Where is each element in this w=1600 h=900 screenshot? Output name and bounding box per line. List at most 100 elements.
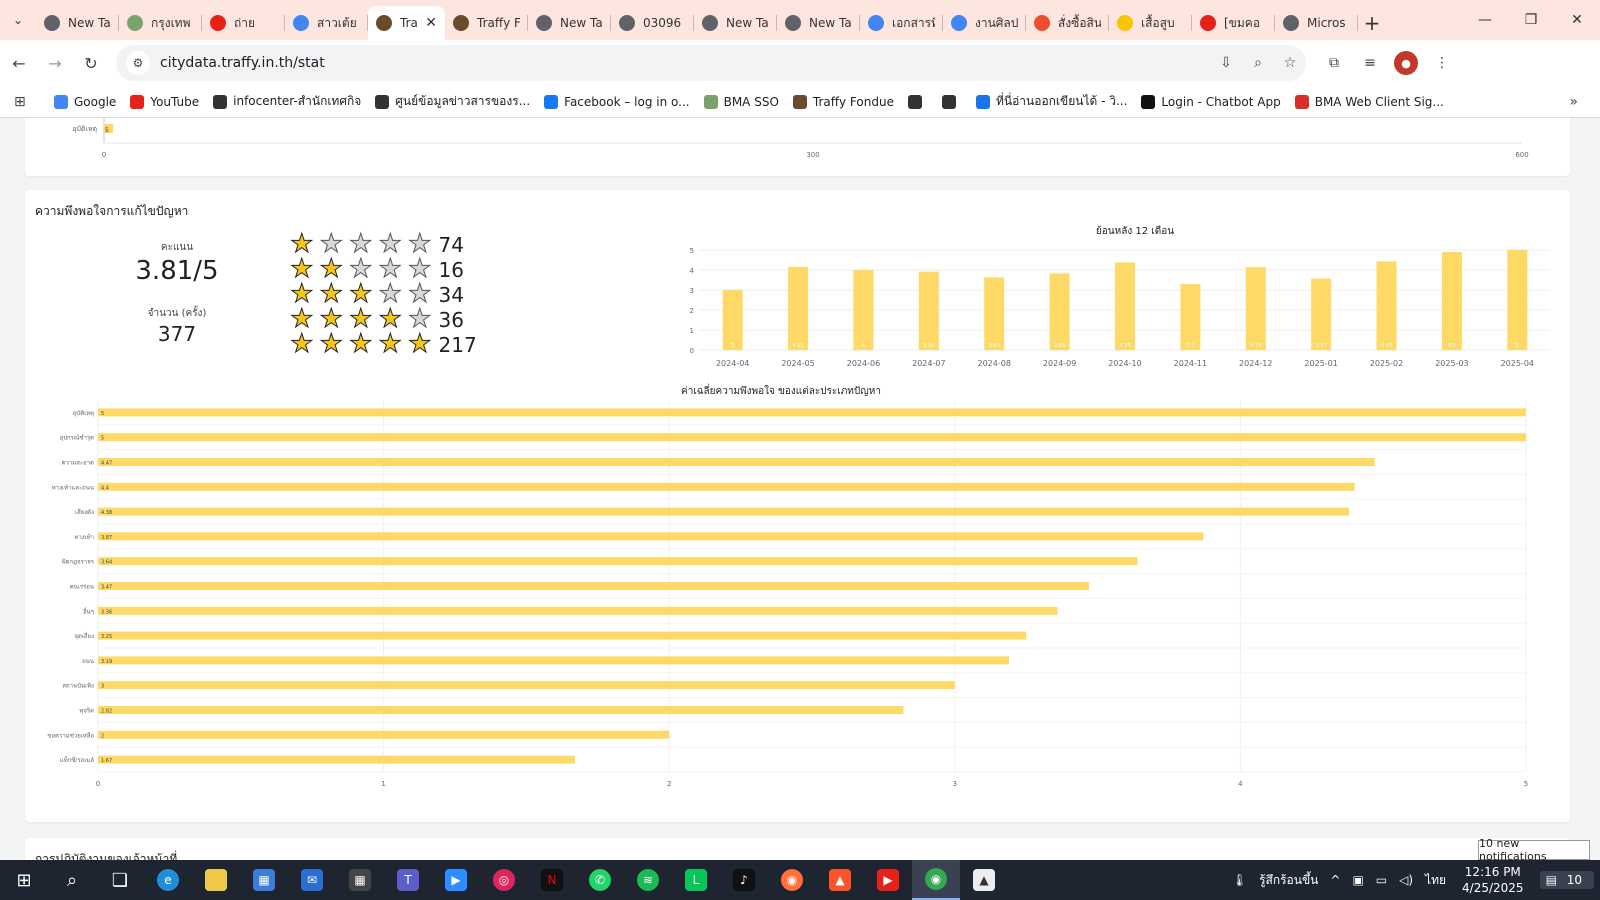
- bookmark-item[interactable]: BMA Web Client Sig...: [1294, 94, 1444, 109]
- tab-title: 03096: [643, 16, 682, 30]
- bar: [98, 458, 1375, 466]
- install-app-icon[interactable]: ⇩: [1220, 55, 1232, 71]
- url-text[interactable]: citydata.traffy.in.th/stat: [160, 55, 325, 71]
- extensions-icon[interactable]: ⧉: [1329, 55, 1339, 71]
- notification-center-icon[interactable]: ▤ 10: [1539, 871, 1594, 889]
- browser-tab[interactable]: งานศิลป: [943, 6, 1026, 40]
- bookmark-item[interactable]: Facebook – log in o...: [544, 94, 690, 109]
- address-bar[interactable]: ⚙ citydata.traffy.in.th/stat ⇩ ⌕ ☆: [116, 45, 1306, 81]
- browser-tab[interactable]: สาวเต้ย: [285, 6, 368, 40]
- zoom-icon[interactable]: ▶: [432, 860, 480, 900]
- maximize-button[interactable]: ❐: [1524, 12, 1538, 28]
- weather-text[interactable]: รู้สึกร้อนขึ้น: [1259, 872, 1319, 887]
- bookmarks-overflow-icon[interactable]: »: [1569, 93, 1578, 110]
- forward-button[interactable]: →: [48, 53, 62, 73]
- back-button[interactable]: ←: [12, 53, 26, 73]
- youtube-icon[interactable]: ▶: [864, 860, 912, 900]
- bar-value-label: 3.19: [101, 659, 112, 665]
- x-tick-label: 3: [953, 780, 957, 788]
- bookmark-item[interactable]: [941, 94, 962, 109]
- bar-value-label: 3.57: [1316, 343, 1327, 349]
- minimize-button[interactable]: —: [1478, 12, 1492, 28]
- tiktok-icon[interactable]: ♪: [720, 860, 768, 900]
- browser-tab[interactable]: Traffy F: [445, 6, 528, 40]
- spotify-icon[interactable]: ≋: [624, 860, 672, 900]
- reload-button[interactable]: ↻: [84, 53, 98, 73]
- mail-icon[interactable]: ✉: [288, 860, 336, 900]
- clock[interactable]: 12:16 PM 4/25/2025: [1462, 864, 1524, 896]
- bar-value-label: 4.38: [101, 510, 112, 516]
- bookmark-item[interactable]: [907, 94, 928, 109]
- volume-icon[interactable]: ◁): [1399, 873, 1414, 887]
- browser-tab[interactable]: New Ta: [528, 6, 611, 40]
- whatsapp-icon[interactable]: ✆: [576, 860, 624, 900]
- bookmark-item[interactable]: ศูนย์ข้อมูลข่าวสารของร...: [375, 92, 530, 111]
- teams-icon[interactable]: T: [384, 860, 432, 900]
- clock-date: 4/25/2025: [1462, 881, 1524, 895]
- browser-tab[interactable]: New Ta: [36, 6, 119, 40]
- edge-icon[interactable]: e: [144, 860, 192, 900]
- browser-tab[interactable]: เอกสารที่: [860, 6, 943, 40]
- task-view-icon[interactable]: ❏: [111, 869, 129, 891]
- network-icon[interactable]: ▭: [1375, 873, 1388, 887]
- bar-value-label: 4.38: [1119, 343, 1130, 349]
- bookmark-item[interactable]: infocenter-สำนักเทศกิจ: [213, 92, 361, 111]
- calculator-icon[interactable]: ▦: [336, 860, 384, 900]
- browser-tab[interactable]: ถ่าย: [202, 6, 285, 40]
- browser-tab[interactable]: กรุงเทพ: [119, 6, 202, 40]
- profile-avatar[interactable]: ●: [1394, 51, 1418, 75]
- file-explorer-icon[interactable]: [192, 860, 240, 900]
- x-tick-label: 2025-03: [1435, 359, 1468, 368]
- browser-tab[interactable]: [ขมคอ: [1192, 6, 1275, 40]
- new-tab-button[interactable]: +: [1363, 11, 1381, 35]
- zoom-icon[interactable]: ⌕: [1254, 55, 1262, 71]
- tab-close-icon[interactable]: ✕: [425, 15, 437, 31]
- brave-icon[interactable]: ▲: [816, 860, 864, 900]
- show-hidden-icon[interactable]: ^: [1330, 873, 1341, 887]
- app-icon[interactable]: ◎: [480, 860, 528, 900]
- firefox-icon[interactable]: ◉: [768, 860, 816, 900]
- notification-toast[interactable]: 10 new notifications: [1478, 837, 1590, 863]
- bar: [104, 124, 113, 133]
- bar: [98, 582, 1090, 590]
- browser-tab[interactable]: เสื้อสูบ: [1109, 6, 1192, 40]
- chrome-icon[interactable]: ◉: [912, 860, 960, 900]
- search-icon[interactable]: ⌕: [66, 869, 78, 891]
- bookmark-item[interactable]: Google: [54, 94, 116, 109]
- netflix-icon[interactable]: N: [528, 860, 576, 900]
- media-control-icon[interactable]: ≡: [1364, 55, 1376, 71]
- browser-tab[interactable]: Tra ✕: [368, 6, 445, 40]
- photos-icon[interactable]: ▲: [960, 860, 1008, 900]
- bookmark-item[interactable]: ที่นี่อ่านออกเขียนได้ - วิ...: [975, 92, 1127, 111]
- bookmark-item[interactable]: YouTube: [130, 94, 199, 109]
- language-indicator[interactable]: ไทย: [1425, 872, 1447, 887]
- browser-tab[interactable]: Micros: [1275, 6, 1358, 40]
- bar-value-label: 1.67: [101, 758, 112, 764]
- apps-grid-icon[interactable]: ⊞: [14, 93, 26, 110]
- store-icon[interactable]: ▦: [240, 860, 288, 900]
- start-button[interactable]: ⊞: [16, 869, 32, 891]
- menu-icon[interactable]: ⋮: [1435, 55, 1449, 71]
- weather-icon[interactable]: 🌡: [1231, 873, 1248, 887]
- tab-search-button[interactable]: ⌄: [12, 13, 24, 27]
- close-window-button[interactable]: ✕: [1571, 12, 1583, 28]
- bookmark-favicon-icon: [544, 94, 559, 109]
- bar-value-label: 3: [101, 684, 104, 690]
- bookmark-star-icon[interactable]: ☆: [1283, 55, 1297, 71]
- line-icon[interactable]: L: [672, 860, 720, 900]
- bookmark-item[interactable]: BMA SSO: [703, 94, 779, 109]
- bar: [98, 681, 955, 690]
- site-info-icon[interactable]: ⚙: [126, 51, 150, 75]
- browser-tab[interactable]: สั่งซื้อสิน: [1026, 6, 1109, 40]
- browser-tab[interactable]: 03096: [611, 6, 694, 40]
- star-icon: ★: [349, 254, 373, 284]
- meet-icon[interactable]: ▣: [1352, 873, 1364, 887]
- bookmark-item[interactable]: Login - Chatbot App: [1141, 94, 1281, 109]
- star-icon: ★: [378, 279, 402, 309]
- browser-tab[interactable]: New Ta: [777, 6, 860, 40]
- bar: [918, 271, 939, 350]
- browser-tab[interactable]: New Ta: [694, 6, 777, 40]
- tab-favicon-icon: [702, 15, 718, 31]
- tab-title: [ขมคอ: [1224, 15, 1261, 30]
- bookmark-item[interactable]: Traffy Fondue: [792, 94, 894, 109]
